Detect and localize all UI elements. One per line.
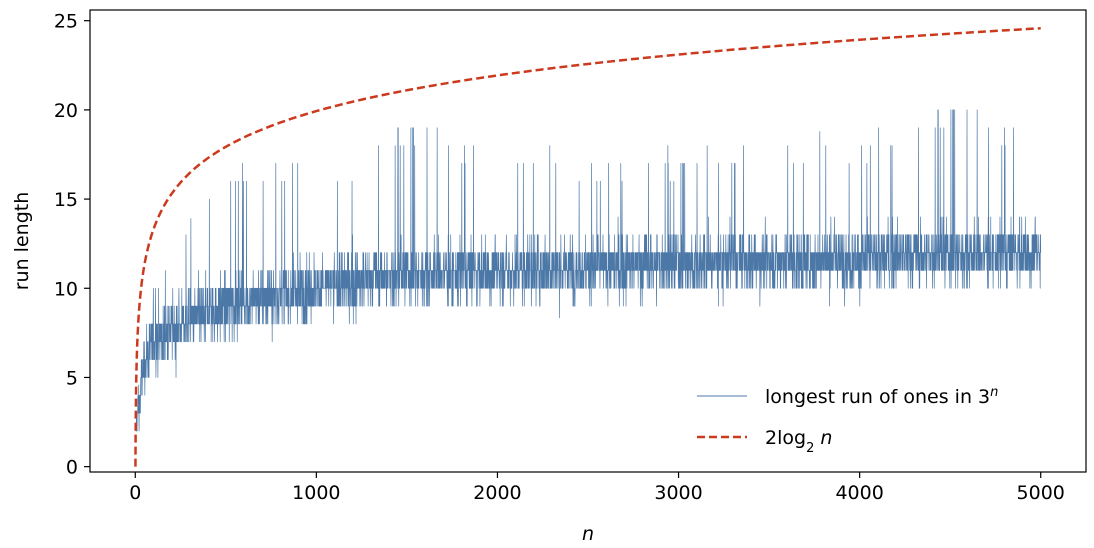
y-tick-label: 20 [54,100,78,122]
x-tick-label: 0 [129,482,141,504]
y-tick-label: 5 [66,367,78,389]
series-longest-run-line [135,109,1042,432]
plot-frame [89,9,1087,473]
plot-area [90,10,1086,472]
x-tick-label: 2000 [473,482,521,504]
series-2log2n-line [134,27,1041,467]
y-tick-label: 0 [66,457,78,479]
y-tick-label: 10 [54,278,78,300]
y-tick-label: 25 [54,11,78,33]
x-tick-label: 1000 [292,482,340,504]
x-tick-label: 5000 [1017,482,1065,504]
legend-label-runs: longest run of ones in 3n [765,385,998,409]
x-tick-label: 3000 [654,482,702,504]
y-tick-label: 15 [54,189,78,211]
x-axis-label: n [582,523,594,545]
y-axis-label: run length [11,192,33,291]
x-tick-label: 4000 [835,482,883,504]
